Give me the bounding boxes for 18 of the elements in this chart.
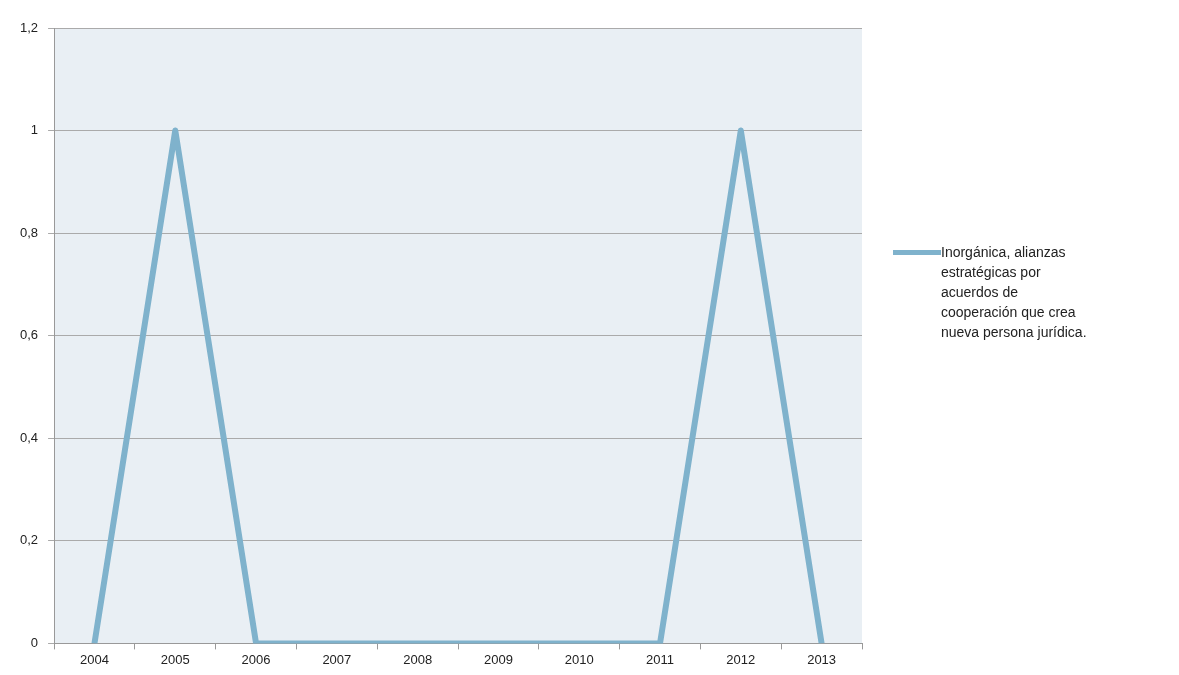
- x-tick-label: 2013: [807, 651, 837, 667]
- x-tick-label: 2009: [483, 651, 513, 667]
- x-tick-label: 2006: [241, 651, 271, 667]
- y-tick-label: 1: [30, 122, 39, 138]
- x-tick-label: 2012: [726, 651, 756, 667]
- x-tick-label: 2007: [322, 651, 352, 667]
- x-tick-label: 2005: [160, 651, 190, 667]
- legend-label: Inorgánica, alianzas estratégicas por acuerdos de cooperación que crea nueva persona jurídica.: [941, 243, 1088, 342]
- y-tick-label: 0: [30, 634, 39, 650]
- y-tick-label: 1,2: [19, 19, 39, 35]
- y-tick-label: 0,2: [19, 532, 39, 548]
- x-tick-label: 2004: [80, 651, 109, 667]
- y-tick-label: 0,4: [19, 429, 39, 445]
- y-tick-label: 0,6: [19, 327, 39, 343]
- x-tick-label: 2010: [564, 651, 594, 667]
- y-tick-label: 0,8: [19, 224, 39, 240]
- x-tick-label: 2011: [646, 651, 674, 667]
- x-tick-label: 2008: [403, 651, 433, 667]
